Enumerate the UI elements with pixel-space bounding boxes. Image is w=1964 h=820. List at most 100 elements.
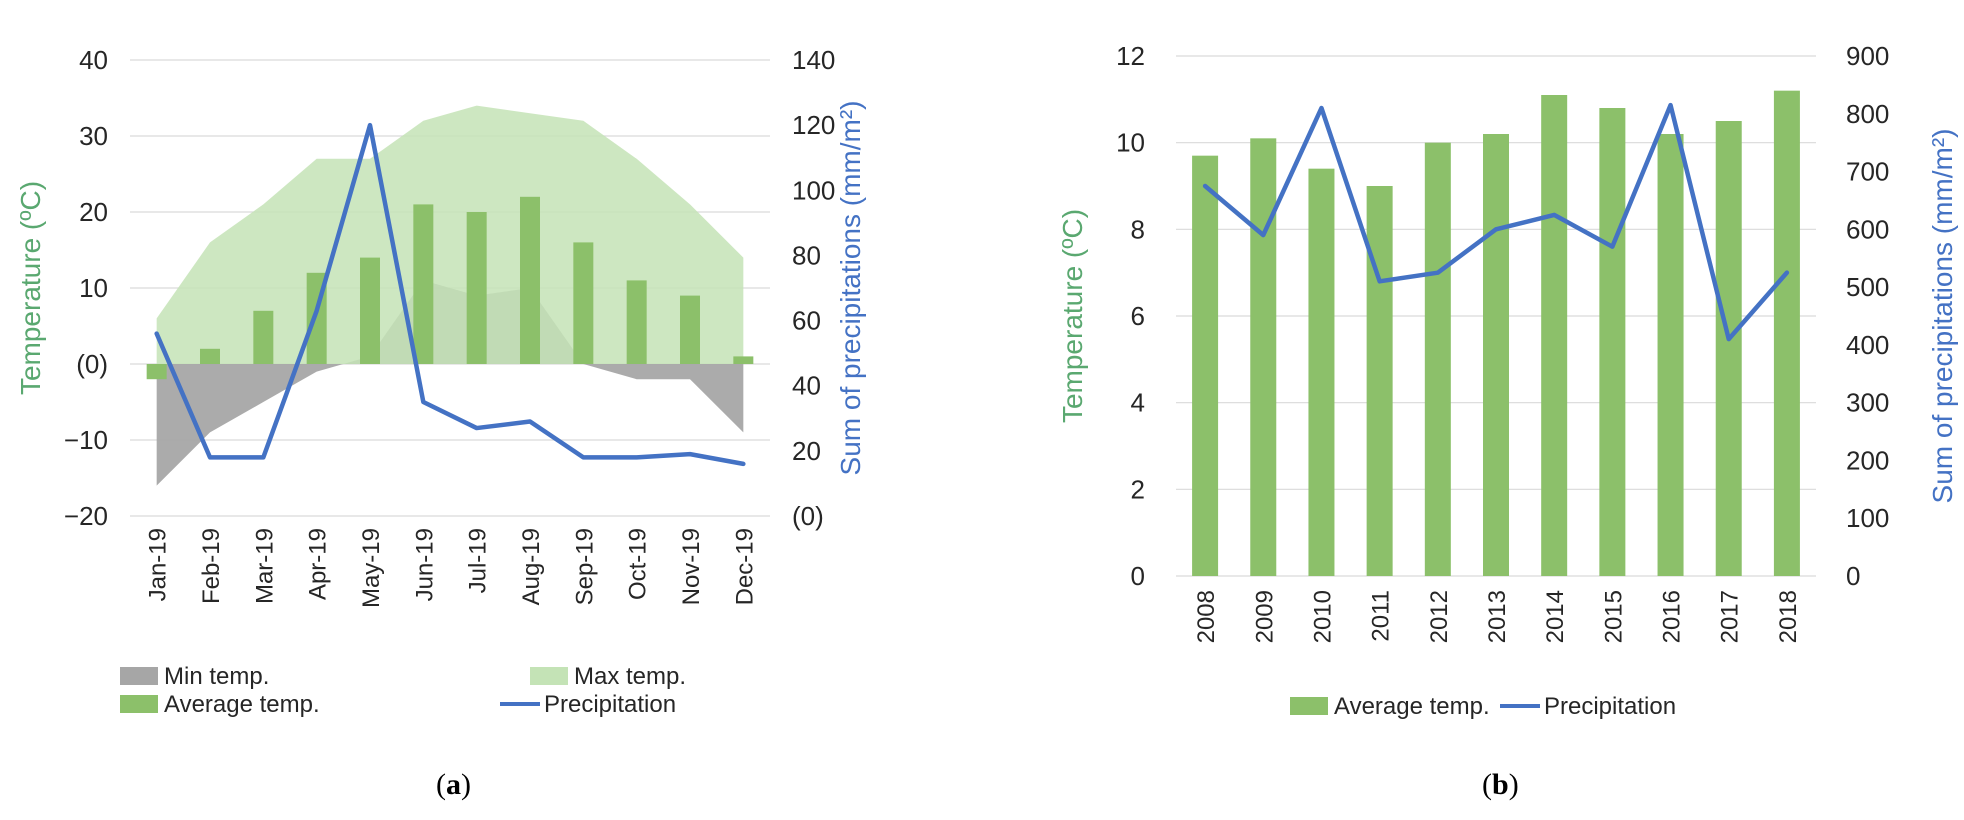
avg-temp-bar bbox=[1192, 155, 1219, 576]
y-tick-label: 10 bbox=[79, 273, 108, 303]
chart-b: 12 10 8 6 4 2 0 900 800 700 600 500 400 300 200 100 0 200… bbox=[1057, 41, 1958, 720]
y-tick-label: 6 bbox=[1131, 301, 1145, 331]
avg-temp-bar bbox=[146, 364, 167, 380]
avg-temp-bar bbox=[733, 356, 754, 364]
y2-tick-label: 140 bbox=[792, 45, 835, 75]
y2-tick-label: 900 bbox=[1846, 41, 1889, 71]
y-tick-label: (0) bbox=[76, 349, 108, 379]
y2-tick-label: 60 bbox=[792, 306, 821, 336]
x-tick-label: 2015 bbox=[1600, 590, 1627, 643]
y2-tick-label: 800 bbox=[1846, 99, 1889, 129]
avg-temp-bar bbox=[573, 242, 594, 364]
y2-tick-label: 0 bbox=[1846, 561, 1860, 591]
y-tick-label: 0 bbox=[1131, 561, 1145, 591]
x-tick-label: 2013 bbox=[1484, 590, 1511, 643]
y2-tick-label: 20 bbox=[792, 436, 821, 466]
y2-tick-label: 80 bbox=[792, 240, 821, 270]
y2-tick-label: 100 bbox=[792, 175, 835, 205]
y2-axis-title: Sum of precipitations (mm/m²) bbox=[835, 101, 866, 476]
y-tick-label: 20 bbox=[79, 197, 108, 227]
y-tick-label: 4 bbox=[1131, 388, 1145, 418]
x-tick-label: 2010 bbox=[1309, 590, 1336, 643]
x-tick-label: 2011 bbox=[1368, 590, 1395, 642]
x-tick-label: 2012 bbox=[1426, 590, 1453, 643]
panel-label-a: (a) bbox=[436, 768, 471, 801]
x-tick-label: Jul-19 bbox=[465, 528, 492, 593]
y2-tick-label: (0) bbox=[792, 501, 824, 531]
y-tick-label: 12 bbox=[1116, 41, 1145, 71]
legend-label: Min temp. bbox=[164, 663, 269, 690]
y2-tick-label: 300 bbox=[1846, 388, 1889, 418]
y2-tick-label: 120 bbox=[792, 110, 835, 140]
x-tick-label: Jan-19 bbox=[145, 528, 172, 601]
avg-temp-bar bbox=[626, 280, 647, 364]
avg-temp-bar bbox=[1541, 95, 1568, 576]
y2-axis-title: Sum of precipitations (mm/m²) bbox=[1927, 129, 1958, 504]
legend-label: Average temp. bbox=[164, 691, 320, 718]
x-tick-label: 2018 bbox=[1775, 590, 1802, 643]
precipitation-line bbox=[154, 122, 746, 467]
y-tick-label: 40 bbox=[79, 45, 108, 75]
y2-tick-label: 700 bbox=[1846, 157, 1889, 187]
x-tick-label: Sep-19 bbox=[571, 528, 598, 605]
x-tick-label: Mar-19 bbox=[251, 528, 278, 604]
panel-label-b: (b) bbox=[1482, 768, 1519, 801]
y-axis-title: Temperature (ºC) bbox=[15, 181, 46, 395]
y2-tick-label: 200 bbox=[1846, 445, 1889, 475]
x-tick-label: 2009 bbox=[1251, 590, 1278, 643]
avg-temp-bar bbox=[1308, 168, 1335, 576]
x-tick-label: Jun-19 bbox=[411, 528, 438, 601]
avg-temp-bar bbox=[1366, 186, 1393, 576]
avg-temp-bar bbox=[253, 310, 274, 364]
y-tick-label: 10 bbox=[1116, 128, 1145, 158]
x-tick-label: 2014 bbox=[1542, 590, 1569, 643]
avg-temp-bar bbox=[1424, 142, 1451, 576]
legend-swatch-area-max bbox=[530, 667, 568, 685]
legend-label: Average temp. bbox=[1334, 693, 1490, 720]
x-tick-label: Nov-19 bbox=[678, 528, 705, 605]
avg-temp-bar bbox=[1657, 134, 1684, 576]
legend-label: Max temp. bbox=[574, 663, 686, 690]
avg-temp-bar bbox=[1599, 108, 1626, 576]
max-temp-area bbox=[156, 105, 744, 364]
x-tick-label: 2008 bbox=[1193, 590, 1220, 643]
y-tick-label: −10 bbox=[64, 425, 108, 455]
avg-temp-bar bbox=[520, 196, 540, 364]
avg-temp-bar bbox=[413, 204, 434, 364]
x-tick-label: Dec-19 bbox=[731, 528, 758, 605]
x-tick-label: Oct-19 bbox=[625, 528, 652, 600]
legend: Min temp. Max temp. Average temp. Precipita… bbox=[120, 663, 686, 718]
y2-tick-label: 40 bbox=[792, 371, 821, 401]
legend-label: Precipitation bbox=[544, 691, 676, 718]
x-tick-label: 2016 bbox=[1659, 590, 1686, 643]
chart-a: 40 30 20 10 (0) −10 −20 140 120 100 80 60 40 20 (0) Jan… bbox=[15, 45, 866, 718]
legend-swatch-bar bbox=[120, 695, 158, 713]
x-tick-label: Aug-19 bbox=[518, 528, 545, 605]
avg-temp-bar bbox=[466, 212, 487, 364]
avg-temp-bar bbox=[680, 295, 700, 364]
x-tick-label: 2017 bbox=[1717, 590, 1744, 643]
legend-label: Precipitation bbox=[1544, 693, 1676, 720]
legend-swatch-bar bbox=[1290, 697, 1328, 715]
avg-temp-bar bbox=[360, 257, 380, 364]
avg-temp-bar bbox=[1483, 134, 1509, 576]
y-axis-title: Temperature (ºC) bbox=[1057, 209, 1088, 423]
avg-temp-bar bbox=[1250, 138, 1277, 577]
y2-tick-label: 400 bbox=[1846, 330, 1889, 360]
y2-tick-label: 600 bbox=[1846, 214, 1889, 244]
x-tick-label: Feb-19 bbox=[198, 528, 225, 604]
y-tick-label: −20 bbox=[64, 501, 108, 531]
avg-temp-bar bbox=[1715, 121, 1742, 576]
avg-temp-bar bbox=[200, 348, 220, 364]
legend: Average temp. Precipitation bbox=[1290, 693, 1676, 720]
legend-swatch-area-min bbox=[120, 667, 158, 685]
y2-tick-label: 100 bbox=[1846, 503, 1889, 533]
x-tick-label: Apr-19 bbox=[305, 528, 332, 600]
avg-temp-bar bbox=[1773, 90, 1800, 577]
x-tick-label: May-19 bbox=[358, 528, 385, 608]
y-tick-label: 2 bbox=[1131, 474, 1145, 504]
y2-tick-label: 500 bbox=[1846, 272, 1889, 302]
y-tick-label: 8 bbox=[1131, 214, 1145, 244]
